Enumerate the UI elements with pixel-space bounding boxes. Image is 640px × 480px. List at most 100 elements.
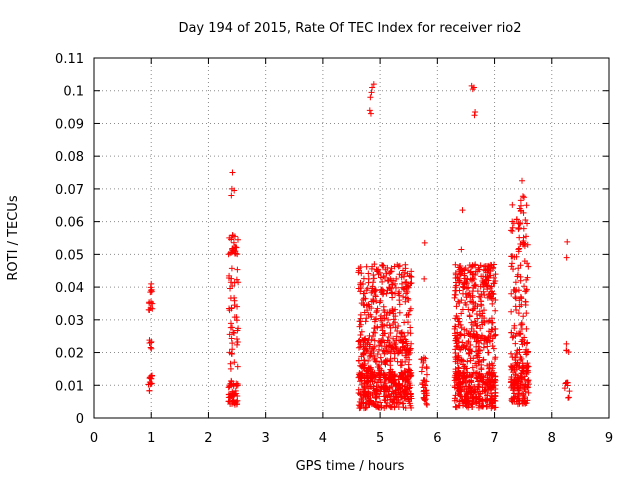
- data-point: [458, 310, 465, 317]
- data-point: [374, 324, 381, 331]
- data-point: [231, 329, 238, 336]
- data-point: [473, 310, 480, 317]
- data-point: [378, 317, 385, 324]
- data-point: [407, 330, 414, 337]
- data-point: [401, 395, 408, 402]
- data-point: [515, 220, 522, 227]
- data-point: [422, 381, 429, 388]
- data-point: [517, 262, 524, 269]
- data-point: [492, 373, 499, 380]
- data-point: [476, 371, 483, 378]
- data-point: [511, 384, 518, 391]
- data-point: [474, 288, 481, 295]
- data-point: [357, 311, 364, 318]
- data-point: [460, 343, 467, 350]
- data-point: [519, 177, 526, 184]
- data-point: [373, 315, 380, 322]
- data-point: [470, 284, 477, 291]
- data-point: [363, 287, 370, 294]
- data-point: [423, 364, 430, 371]
- data-point: [372, 358, 379, 365]
- plot-frame: [93, 57, 610, 419]
- data-point: [387, 366, 394, 373]
- data-point: [517, 293, 524, 300]
- data-point: [421, 239, 428, 246]
- data-point: [508, 253, 515, 260]
- data-point: [360, 388, 367, 395]
- data-point: [404, 329, 411, 336]
- data-point: [147, 375, 154, 382]
- data-point: [391, 404, 398, 411]
- data-point: [407, 402, 414, 409]
- data-point: [403, 376, 410, 383]
- data-point: [396, 309, 403, 316]
- data-point: [470, 332, 477, 339]
- data-point: [357, 343, 364, 350]
- data-point: [381, 386, 388, 393]
- data-point: [399, 350, 406, 357]
- data-point: [232, 387, 239, 394]
- data-point: [458, 331, 465, 338]
- data-point: [358, 328, 365, 335]
- data-point: [365, 357, 372, 364]
- data-point: [453, 343, 460, 350]
- data-point: [361, 373, 368, 380]
- data-point: [368, 351, 375, 358]
- data-point: [400, 293, 407, 300]
- data-point: [462, 400, 469, 407]
- data-point: [456, 356, 463, 363]
- data-point: [228, 335, 235, 342]
- data-point: [390, 316, 397, 323]
- data-point: [566, 388, 573, 395]
- data-point: [370, 329, 377, 336]
- data-point: [487, 386, 494, 393]
- data-point: [227, 295, 234, 302]
- data-point: [512, 279, 519, 286]
- data-point: [233, 336, 240, 343]
- data-point: [454, 329, 461, 336]
- data-point: [518, 370, 525, 377]
- data-point: [148, 345, 155, 352]
- data-point: [371, 402, 378, 409]
- data-point: [508, 397, 515, 404]
- data-point: [356, 337, 363, 344]
- data-point: [393, 400, 400, 407]
- data-point: [487, 332, 494, 339]
- data-point: [227, 285, 234, 292]
- data-point: [477, 377, 484, 384]
- data-point: [487, 379, 494, 386]
- data-point: [513, 286, 520, 293]
- data-point: [391, 263, 398, 270]
- data-point: [360, 351, 367, 358]
- x-tick-label: 2: [204, 431, 212, 446]
- data-point: [471, 112, 478, 119]
- data-point: [522, 216, 529, 223]
- data-point: [146, 387, 153, 394]
- data-point: [388, 397, 395, 404]
- data-point: [513, 366, 520, 373]
- data-point: [471, 305, 478, 312]
- data-point: [385, 388, 392, 395]
- data-point: [490, 264, 497, 271]
- data-point: [455, 277, 462, 284]
- x-tick-label: 0: [90, 431, 98, 446]
- chart-title: Day 194 of 2015, Rate Of TEC Index for r…: [178, 21, 521, 36]
- data-point: [364, 374, 371, 381]
- data-point: [379, 262, 386, 269]
- data-point: [393, 337, 400, 344]
- data-point: [379, 278, 386, 285]
- data-point: [458, 324, 465, 331]
- data-point: [524, 397, 531, 404]
- data-point: [472, 320, 479, 327]
- data-point: [229, 249, 236, 256]
- data-point: [230, 392, 237, 399]
- data-point: [467, 342, 474, 349]
- y-tick-label: 0.1: [63, 85, 84, 100]
- data-point: [472, 400, 479, 407]
- data-point: [402, 391, 409, 398]
- data-point: [477, 325, 484, 332]
- data-point: [234, 266, 241, 273]
- data-point: [370, 298, 377, 305]
- data-point: [524, 220, 531, 227]
- data-point: [388, 277, 395, 284]
